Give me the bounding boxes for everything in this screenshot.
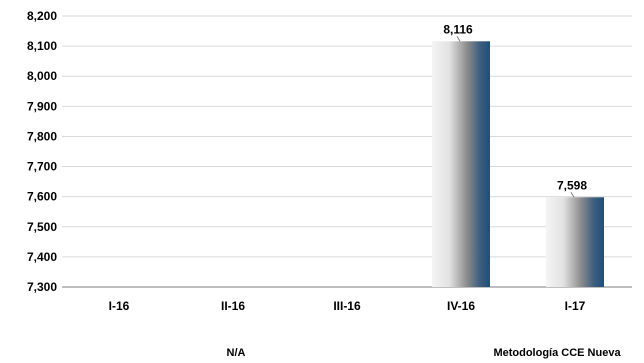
y-tick-label: 8,100: [27, 39, 57, 53]
data-label: 7,598: [557, 178, 587, 192]
category-label: III-16: [333, 299, 361, 313]
gridlines: [62, 15, 632, 258]
bars: [432, 41, 604, 287]
category-labels: I-16 II-16 III-16 IV-16 I-17: [109, 299, 586, 313]
y-tick-label: 7,600: [27, 190, 57, 204]
y-tick-label: 7,400: [27, 250, 57, 264]
group-label-metodologia: Metodología CCE Nueva: [493, 347, 621, 359]
bar-iv-16: [432, 41, 490, 287]
group-label-na: N/A: [227, 347, 246, 359]
data-labels: 8,116 7,598: [443, 22, 587, 198]
y-tick-label: 7,500: [27, 220, 57, 234]
category-label: I-16: [109, 299, 130, 313]
data-label: 8,116: [443, 22, 473, 36]
y-tick-label: 7,900: [27, 99, 57, 113]
y-axis-tick-labels: 7,300 7,400 7,500 7,600 7,700 7,800 7,900 8,000…: [27, 9, 57, 294]
y-tick-label: 8,000: [27, 69, 57, 83]
bar-i-17: [546, 197, 604, 287]
y-tick-label: 7,700: [27, 160, 57, 174]
category-label: I-17: [565, 299, 586, 313]
y-tick-label: 7,300: [27, 280, 57, 294]
category-label: IV-16: [447, 299, 475, 313]
y-tick-label: 8,200: [27, 9, 57, 23]
data-label-leader: [456, 36, 461, 42]
category-label: II-16: [221, 299, 245, 313]
data-label-leader: [570, 192, 575, 198]
y-tick-label: 7,800: [27, 129, 57, 143]
